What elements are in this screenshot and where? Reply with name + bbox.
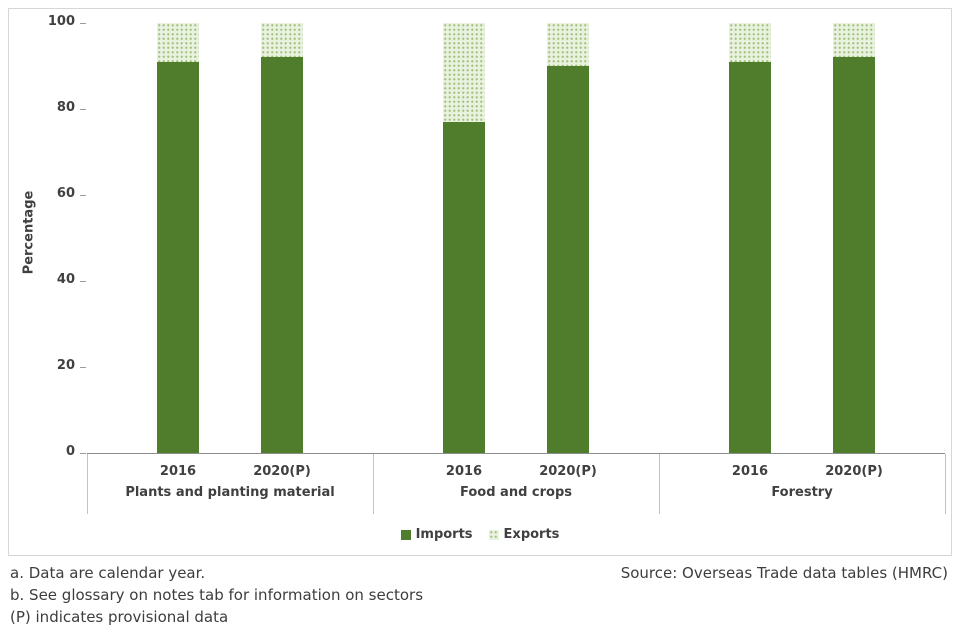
- group-label-food-and-crops: Food and crops: [460, 485, 572, 500]
- x-tick-label: 2020(P): [825, 464, 883, 479]
- chart-frame: Percentage 2016 2020(P) 2016 2020(P) 2016 202…: [8, 8, 952, 556]
- plot-area: 2016 2020(P) 2016 2020(P) 2016 2020(P): [87, 23, 945, 479]
- segment-imports-plants-and-planting-material-2020-p: [261, 57, 303, 453]
- legend-swatch-imports: [400, 529, 411, 540]
- segment-exports-plants-and-planting-material-2016: [157, 23, 199, 62]
- x-axis-line: [87, 453, 945, 454]
- bar-food-and-crops-2020-p: 2020(P): [539, 23, 597, 479]
- bar-forestry-2016: 2016: [729, 23, 771, 479]
- segment-imports-food-and-crops-2020-p: [547, 66, 589, 453]
- legend-label: Exports: [503, 527, 560, 542]
- source-text: Source: Overseas Trade data tables (HMRC…: [620, 564, 948, 582]
- bar-food-and-crops-2016: 2016: [443, 23, 485, 479]
- legend-label: Imports: [415, 527, 473, 542]
- y-tick-mark: [80, 367, 86, 368]
- category-separator: [659, 454, 660, 514]
- category-separator: [373, 454, 374, 514]
- y-tick-mark: [80, 453, 86, 454]
- y-tick-label: 80: [56, 100, 75, 115]
- note-b: b. See glossary on notes tab for informa…: [10, 586, 424, 604]
- category-separator: [945, 454, 946, 514]
- bar-forestry-2020-p: 2020(P): [825, 23, 883, 479]
- category-separator: [87, 454, 88, 514]
- segment-exports-forestry-2016: [729, 23, 771, 62]
- segment-imports-forestry-2020-p: [833, 57, 875, 453]
- y-tick-label: 60: [56, 186, 75, 201]
- segment-exports-food-and-crops-2020-p: [547, 23, 589, 66]
- note-p: (P) indicates provisional data: [10, 608, 229, 626]
- y-tick-label: 40: [56, 272, 75, 287]
- x-tick-label: 2020(P): [539, 464, 597, 479]
- bar-plants-and-planting-material-2020-p: 2020(P): [253, 23, 311, 479]
- y-tick-mark: [80, 195, 86, 196]
- x-tick-label: 2016: [731, 464, 769, 479]
- legend-swatch-exports: [488, 529, 499, 540]
- bar-group-forestry: 2016 2020(P): [659, 23, 945, 479]
- legend-item-imports: Imports: [400, 527, 473, 542]
- group-label-forestry: Forestry: [771, 485, 833, 500]
- segment-exports-plants-and-planting-material-2020-p: [261, 23, 303, 58]
- y-tick-label: 20: [56, 358, 75, 373]
- x-tick-label: 2016: [445, 464, 483, 479]
- y-tick-mark: [80, 109, 86, 110]
- bar-group-food-and-crops: 2016 2020(P): [373, 23, 659, 479]
- legend-item-exports: Exports: [488, 527, 560, 542]
- y-tick-label: 100: [47, 14, 75, 29]
- x-tick-label: 2016: [159, 464, 197, 479]
- y-tick-mark: [80, 23, 86, 24]
- segment-exports-forestry-2020-p: [833, 23, 875, 58]
- group-label-plants-and-planting-material: Plants and planting material: [125, 485, 335, 500]
- note-a: a. Data are calendar year.: [10, 564, 206, 582]
- footnotes: a. Data are calendar year. Source: Overs…: [10, 562, 948, 628]
- y-tick-mark: [80, 281, 86, 282]
- segment-imports-forestry-2016: [729, 61, 771, 453]
- bar-group-plants-and-planting-material: 2016 2020(P): [87, 23, 373, 479]
- legend: Imports Exports: [9, 527, 951, 542]
- segment-imports-plants-and-planting-material-2016: [157, 61, 199, 453]
- bar-plants-and-planting-material-2016: 2016: [157, 23, 199, 479]
- segment-imports-food-and-crops-2016: [443, 121, 485, 453]
- segment-exports-food-and-crops-2016: [443, 23, 485, 122]
- x-tick-label: 2020(P): [253, 464, 311, 479]
- y-tick-label: 0: [65, 444, 75, 459]
